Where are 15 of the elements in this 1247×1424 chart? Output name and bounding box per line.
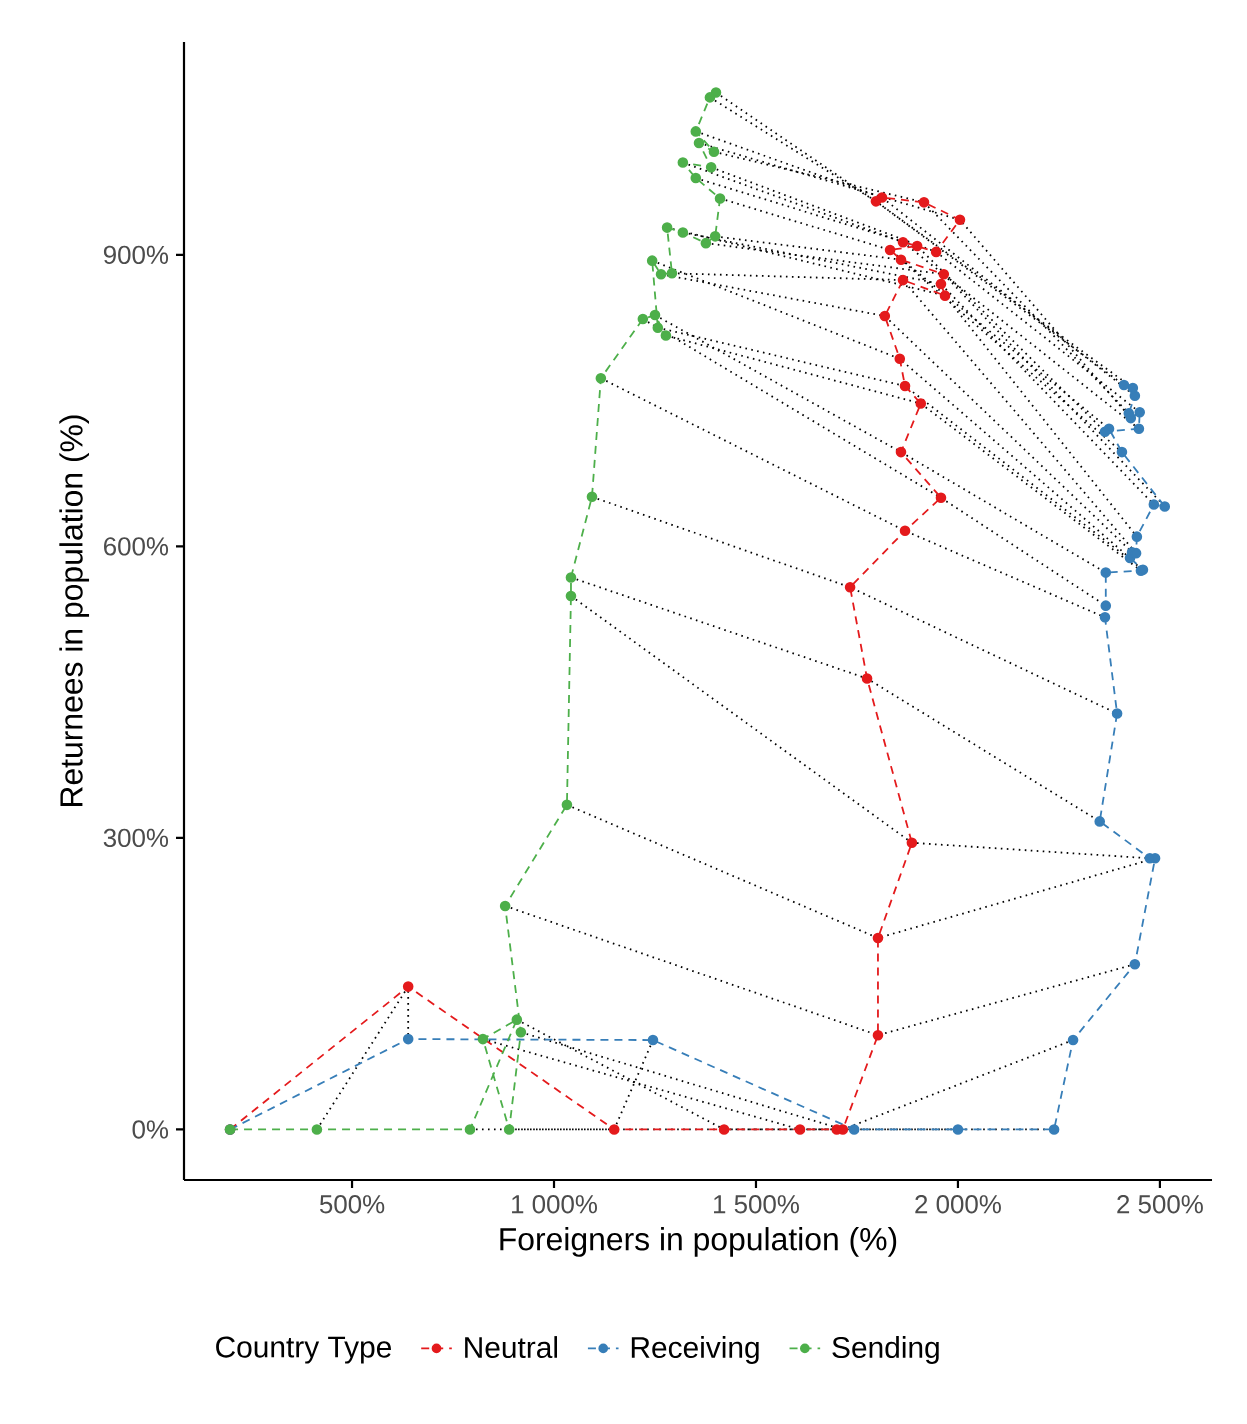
x-tick-label: 1 000% (512, 1195, 597, 1214)
x-tick-label: 2 500% (1117, 1195, 1203, 1214)
x-axis-title: Foreigners in population (%) (500, 1227, 897, 1257)
x-tick-label: 2 000% (915, 1195, 1001, 1214)
x-tick-label: 500% (319, 1195, 385, 1214)
legend-label: Neutral (465, 1336, 558, 1359)
x-tick-label: 1 500% (714, 1195, 799, 1214)
legend-title: Country Type (216, 1336, 391, 1364)
y-tick-label: 600% (104, 537, 169, 556)
y-tick-label: 0% (132, 1120, 169, 1139)
y-tick-label: 300% (103, 828, 169, 848)
legend-label: Sending (832, 1336, 939, 1364)
y-tick-label: 900% (103, 245, 169, 264)
legend-label: Receiving (631, 1336, 759, 1364)
y-axis-title: Returnees in population (%) (59, 415, 90, 806)
